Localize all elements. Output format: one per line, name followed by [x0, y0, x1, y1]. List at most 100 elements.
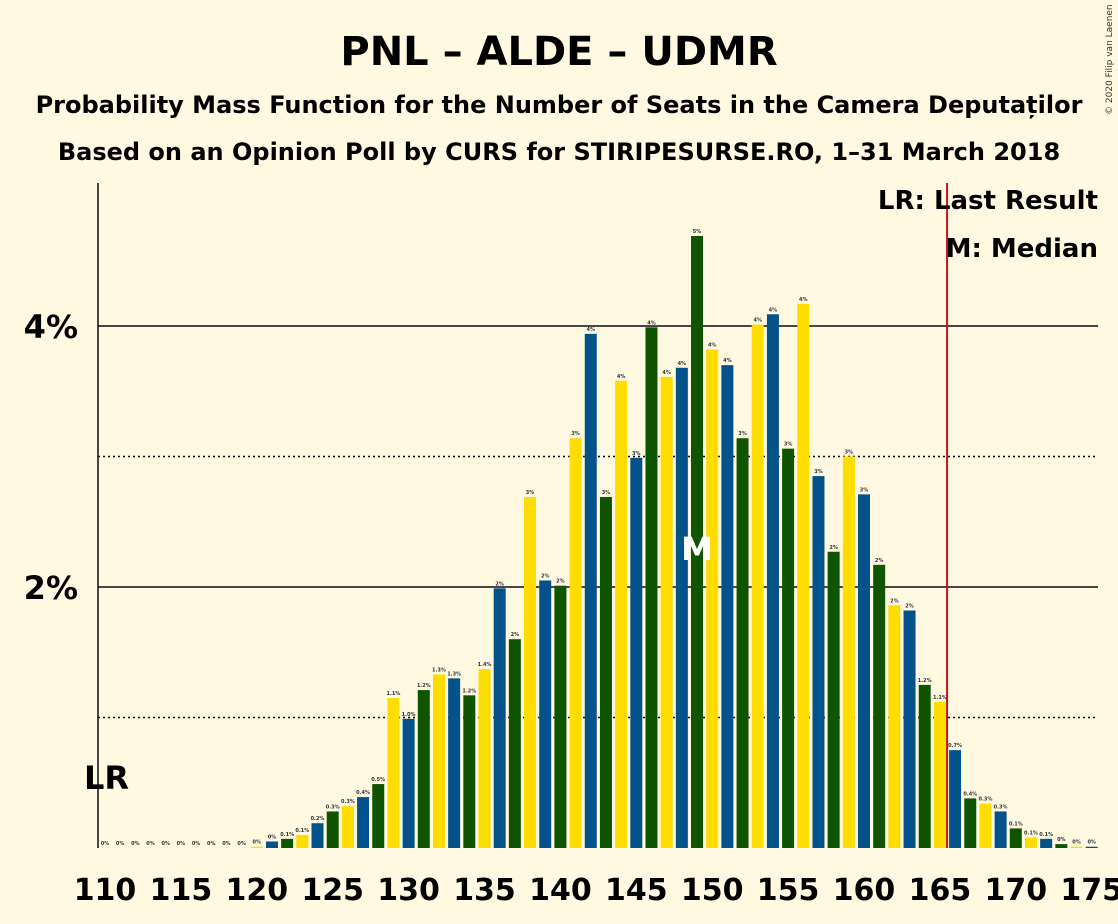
x-tick-label: 130	[377, 873, 440, 908]
bar-168	[979, 803, 992, 848]
bar-136	[493, 588, 506, 848]
bar-label-123: 0.1%	[295, 828, 309, 834]
bar-label-127: 0.4%	[356, 790, 370, 796]
bar-label-147: 4%	[662, 370, 671, 376]
bar-label-140: 2%	[556, 579, 565, 585]
bar-label-148: 4%	[678, 361, 687, 367]
x-tick-label: 125	[301, 873, 364, 908]
bar-label-172: 0.1%	[1039, 832, 1053, 838]
bar-label-154: 4%	[769, 307, 778, 313]
bar-label-151: 4%	[723, 358, 732, 364]
bar-label-162: 2%	[890, 598, 899, 604]
bar-label-130: 1.0%	[402, 712, 416, 718]
bar-label-169: 0.3%	[994, 804, 1008, 810]
legend-last-result: LR: Last Result	[878, 186, 1098, 216]
bar-138	[524, 496, 537, 848]
bar-label-160: 3%	[860, 487, 869, 493]
bar-label-124: 0.2%	[311, 816, 325, 822]
bar-131	[417, 690, 430, 848]
x-tick-label: 135	[453, 873, 516, 908]
bar-label-111: 0%	[116, 841, 125, 847]
bar-157	[812, 476, 825, 848]
bar-154	[766, 314, 779, 848]
bar-label-149: 5%	[693, 229, 702, 235]
bar-152	[736, 438, 749, 848]
bar-label-117: 0%	[207, 841, 216, 847]
bar-122	[281, 838, 294, 848]
bar-label-171: 0.1%	[1024, 831, 1038, 837]
legend-median: M: Median	[946, 234, 1098, 264]
bar-label-143: 3%	[602, 490, 611, 496]
x-tick-label: 140	[529, 873, 592, 908]
bar-155	[782, 448, 795, 848]
bar-label-116: 0%	[192, 841, 201, 847]
bar-143	[599, 496, 612, 848]
bars	[250, 235, 1098, 849]
bar-130	[402, 718, 415, 848]
bar-133	[448, 678, 461, 848]
bar-162	[888, 605, 901, 848]
bar-label-138: 3%	[526, 490, 535, 496]
bar-156	[797, 303, 810, 848]
bar-150	[706, 349, 719, 848]
bar-141	[569, 438, 582, 848]
bar-167	[964, 798, 977, 848]
bar-label-113: 0%	[146, 841, 155, 847]
bar-171	[1024, 837, 1037, 848]
bar-161	[873, 564, 886, 848]
bar-149	[691, 235, 704, 848]
bar-label-137: 2%	[511, 632, 520, 638]
bar-147	[660, 376, 673, 848]
bar-label-133: 1.3%	[447, 671, 461, 677]
bar-129	[387, 697, 400, 848]
bar-124	[311, 823, 324, 848]
bar-137	[508, 639, 521, 848]
bar-165	[933, 701, 946, 848]
bar-label-110: 0%	[101, 841, 110, 847]
bar-label-136: 2%	[495, 581, 504, 587]
bar-label-144: 4%	[617, 374, 626, 380]
bar-126	[341, 806, 354, 848]
bar-label-125: 0.3%	[326, 804, 340, 810]
bar-label-159: 3%	[845, 450, 854, 456]
x-tick-label: 150	[681, 873, 744, 908]
bar-label-155: 3%	[784, 442, 793, 448]
bar-135	[478, 669, 491, 848]
chart-source: Based on an Opinion Poll by CURS for STI…	[58, 138, 1060, 166]
bar-158	[827, 551, 840, 848]
bar-label-129: 1.1%	[386, 691, 400, 697]
bar-160	[858, 494, 870, 848]
bar-label-161: 2%	[875, 558, 884, 564]
x-axis-ticks: 110 115 120 125 130 135 140 145 150 155 160 165 170 1…	[74, 873, 1118, 908]
chart-subtitle: Probability Mass Function for the Number…	[36, 91, 1083, 119]
bar-label-115: 0%	[177, 841, 186, 847]
bar-172	[1040, 838, 1053, 848]
bar-label-139: 2%	[541, 573, 550, 579]
bar-label-135: 1.4%	[478, 662, 492, 668]
bar-142	[584, 333, 597, 849]
bar-132	[432, 674, 445, 848]
bar-169	[994, 811, 1007, 848]
bar-label-145: 3%	[632, 451, 641, 457]
bar-label-166: 0.7%	[948, 743, 962, 749]
bar-label-170: 0.1%	[1009, 821, 1023, 827]
bar-label-122: 0.1%	[280, 832, 294, 838]
bar-label-158: 2%	[829, 545, 838, 551]
x-tick-label: 170	[984, 873, 1047, 908]
bar-label-131: 1.2%	[417, 683, 431, 689]
bar-label-118: 0%	[222, 841, 231, 847]
bar-label-119: 0%	[237, 841, 246, 847]
median-marker: M	[681, 530, 713, 568]
bar-134	[463, 695, 476, 848]
x-tick-label: 155	[757, 873, 820, 908]
bar-164	[918, 684, 931, 848]
x-tick-label: 165	[909, 873, 972, 908]
bar-label-121: 0%	[268, 834, 277, 840]
bar-label-165: 1.1%	[933, 695, 947, 701]
x-tick-label: 175	[1060, 873, 1118, 908]
bar-166	[949, 750, 962, 848]
bar-label-152: 3%	[738, 431, 747, 437]
bar-label-164: 1.2%	[918, 678, 932, 684]
y-tick-label: 4%	[24, 308, 78, 346]
bar-label-146: 4%	[647, 320, 656, 326]
